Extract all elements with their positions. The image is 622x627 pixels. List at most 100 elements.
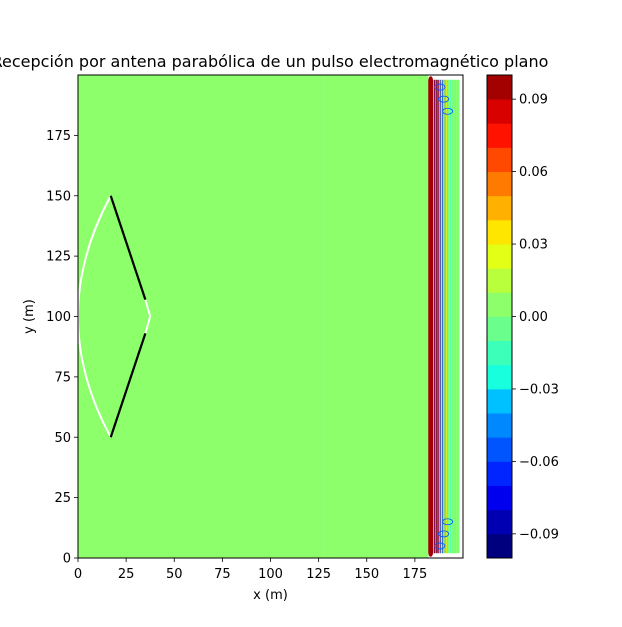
y-axis-label: y (m)	[22, 299, 37, 334]
colorbar-tick-label: −0.06	[519, 455, 559, 470]
colorbar-swatch	[487, 195, 512, 221]
x-tick-label: 125	[306, 567, 331, 582]
pulse-band	[435, 79, 437, 554]
pulse-band	[448, 79, 450, 554]
pulse-band	[441, 79, 443, 554]
x-axis-label: x (m)	[253, 588, 288, 603]
colorbar-swatch	[487, 244, 512, 269]
pulse-band	[444, 79, 446, 554]
pulse-band	[452, 79, 455, 554]
colorbar-swatch	[487, 413, 512, 438]
field-regions	[78, 75, 429, 558]
pulse-band	[447, 79, 449, 554]
x-tick-label: 75	[214, 567, 231, 582]
pulse-band	[449, 79, 452, 554]
colorbar-swatch	[487, 461, 512, 486]
pulse-band	[452, 79, 454, 554]
x-axis: 0 25 50 75 100 125 150 175	[74, 558, 427, 582]
x-tick-label: 25	[118, 567, 135, 582]
pulse-band	[439, 79, 441, 554]
colorbar-swatch	[487, 509, 512, 535]
pulse-ripple	[434, 542, 446, 550]
colorbar-swatch	[487, 388, 512, 414]
pulse-band	[442, 79, 444, 554]
colorbar-tick-label: 0.06	[519, 165, 548, 180]
colorbar-swatch	[487, 171, 512, 197]
pulse-band	[440, 79, 442, 554]
x-tick-label: 100	[258, 567, 283, 582]
colorbar-swatch	[487, 219, 512, 245]
pulse-band	[443, 79, 445, 554]
pulse-band	[442, 79, 445, 554]
pulse-band	[438, 79, 440, 554]
pulse-band	[455, 79, 457, 554]
pulse-band	[456, 79, 458, 554]
colorbar-swatch	[487, 292, 512, 317]
pulse-band	[437, 79, 439, 554]
y-tick-label: 50	[54, 431, 71, 446]
pulse-front	[428, 76, 460, 557]
pulse-band	[456, 79, 459, 554]
colorbar-swatch	[487, 364, 512, 390]
pulse-leading-edge	[428, 76, 433, 557]
pulse-band	[433, 79, 435, 554]
y-axis: 0 25 50 75 100 125 150 175	[46, 129, 78, 567]
antenna-lower-arm	[109, 333, 147, 438]
y-tick-label: 175	[46, 129, 71, 144]
pulse-band	[436, 79, 438, 554]
pulse-band	[458, 79, 460, 554]
colorbar	[487, 75, 512, 559]
colorbar-ticks: −0.09 −0.06 −0.03 0.00 0.03 0.06 0.09	[512, 93, 559, 542]
colorbar-swatch	[487, 533, 512, 559]
field-region-1	[78, 75, 325, 558]
colorbar-tick-label: 0.03	[519, 238, 548, 253]
colorbar-tick-label: −0.03	[519, 382, 559, 397]
colorbar-swatch	[487, 316, 512, 342]
colorbar-swatch	[487, 99, 512, 124]
pulse-band	[445, 79, 447, 554]
colorbar-swatch	[487, 340, 512, 366]
y-tick-label: 125	[46, 250, 71, 265]
pulse-band	[432, 79, 435, 554]
pulse-ripple	[434, 83, 446, 91]
pulse-band	[457, 79, 459, 554]
x-tick-label: 175	[402, 567, 427, 582]
pulse-band	[439, 79, 442, 554]
plot-area	[78, 75, 460, 558]
colorbar-swatch	[487, 147, 512, 172]
chart-title: Recepción por antena parabólica de un pu…	[0, 52, 548, 71]
colorbar-swatch	[487, 485, 512, 511]
pulse-band	[446, 79, 448, 554]
pulse-band	[434, 79, 436, 554]
pulse-band	[436, 79, 438, 554]
pulse-ripple	[438, 95, 450, 103]
y-tick-label: 100	[46, 310, 71, 325]
x-tick-label: 150	[354, 567, 379, 582]
y-tick-label: 75	[54, 370, 71, 385]
colorbar-swatch	[487, 268, 512, 293]
pulse-ripple	[442, 518, 454, 526]
colorbar-tick-label: −0.09	[519, 527, 559, 542]
pulse-band	[451, 79, 453, 554]
colorbar-tick-label: 0.09	[519, 93, 548, 108]
pulse-band	[454, 79, 456, 554]
antenna-upper-arm	[109, 195, 147, 300]
pulse-band	[450, 79, 452, 554]
pulse-band	[453, 79, 455, 554]
pulse-band	[449, 79, 451, 554]
y-tick-label: 25	[54, 491, 71, 506]
colorbar-swatch	[487, 123, 512, 148]
antenna-tip	[144, 299, 152, 334]
colorbar-swatch	[487, 75, 512, 100]
x-tick-label: 0	[74, 567, 82, 582]
pulse-ripple	[438, 530, 450, 538]
colorbar-tick-label: 0.00	[519, 310, 548, 325]
field-region-2	[324, 75, 429, 558]
pulse-band	[446, 79, 448, 554]
y-tick-label: 0	[63, 552, 71, 567]
x-tick-label: 50	[166, 567, 183, 582]
pulse-ripple	[442, 107, 454, 115]
colorbar-swatch	[487, 437, 512, 462]
y-tick-label: 150	[46, 189, 71, 204]
